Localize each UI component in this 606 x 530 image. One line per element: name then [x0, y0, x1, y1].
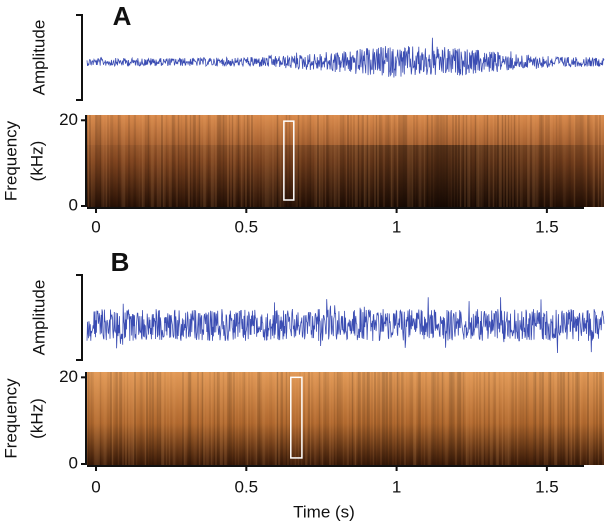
- x-tick-label: 0: [91, 217, 100, 236]
- amplitude-axis: [76, 14, 83, 101]
- y-tick-label: 20: [59, 367, 78, 386]
- x-tick-label: 0.5: [234, 217, 258, 236]
- frequency-label: Frequency: [1, 378, 20, 459]
- y-tick-label: 20: [59, 110, 78, 129]
- spectrogram-shade: [87, 145, 604, 207]
- panel-letter: A: [113, 1, 132, 31]
- x-tick-label: 0.5: [234, 477, 258, 496]
- x-tick-label: 1: [392, 477, 401, 496]
- analysis-window: [290, 376, 303, 459]
- amplitude-label: Amplitude: [29, 20, 48, 96]
- x-axis-label: Time (s): [293, 502, 355, 521]
- y-tick-label: 0: [69, 453, 78, 472]
- x-tick-label: 1.5: [535, 477, 559, 496]
- panel-letter: B: [111, 247, 130, 277]
- waveform: [86, 37, 605, 78]
- x-tick-label: 1: [392, 217, 401, 236]
- spectrogram: [87, 372, 604, 465]
- x-tick-label: 1.5: [535, 217, 559, 236]
- analysis-window: [283, 120, 295, 201]
- frequency-unit-label: (kHz): [27, 141, 46, 182]
- waveform: [86, 297, 605, 354]
- x-tick-label: 0: [91, 477, 100, 496]
- frequency-label: Frequency: [1, 120, 20, 201]
- frequency-unit-label: (kHz): [27, 398, 46, 439]
- amplitude-label: Amplitude: [29, 280, 48, 356]
- amplitude-axis: [76, 274, 83, 361]
- y-tick-label: 0: [69, 195, 78, 214]
